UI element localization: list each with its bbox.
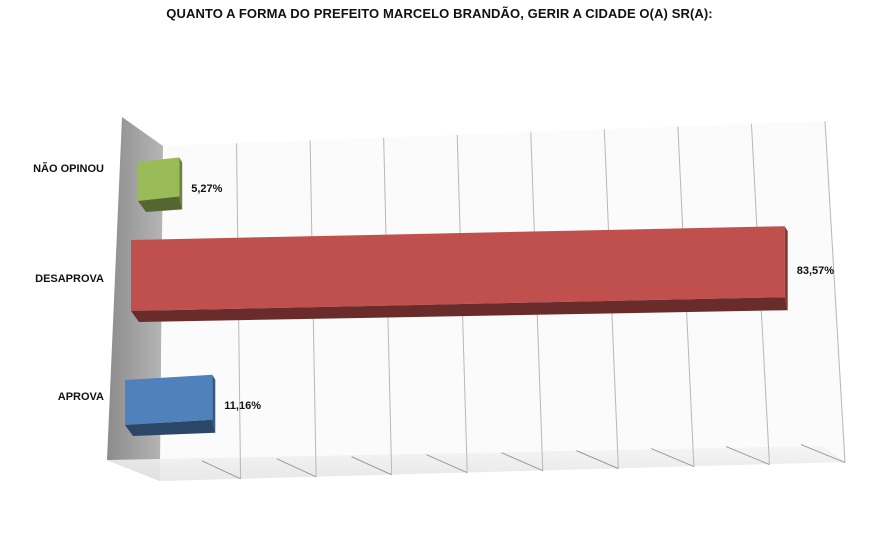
floor-gridline	[351, 456, 392, 476]
bar-bottom	[131, 297, 788, 322]
bar-front	[131, 226, 785, 311]
bar-desaprova	[131, 226, 788, 322]
floor-gridline	[276, 458, 317, 478]
floor-gridline	[201, 460, 241, 480]
bar-bottom	[125, 419, 216, 436]
floor-gridline	[800, 444, 846, 463]
floor	[107, 446, 846, 481]
value-label: 5,27%	[191, 183, 222, 195]
value-label: 11,16%	[224, 400, 261, 412]
gridline	[824, 121, 846, 463]
floor-gridline	[576, 450, 619, 470]
labels: NÃO OPINOU 5,27% DESAPROVA 83,57% APROVA 11,1…	[33, 162, 834, 412]
value-label: 83,57%	[797, 265, 835, 277]
bar-side	[784, 226, 788, 311]
bar-n-o-opinou	[138, 157, 183, 212]
bar-front	[138, 157, 180, 201]
category-label: NÃO OPINOU	[33, 162, 104, 175]
bar-side	[212, 374, 216, 433]
floor-gridline	[725, 446, 770, 466]
chart-title: QUANTO A FORMA DO PREFEITO MARCELO BRAND…	[166, 6, 713, 21]
floor-gridline	[651, 448, 695, 468]
bar-aprova	[125, 374, 216, 436]
bars	[125, 157, 788, 436]
category-label: APROVA	[58, 391, 104, 403]
category-label: DESAPROVA	[35, 273, 104, 285]
bar-side	[179, 157, 183, 210]
bar-front	[125, 374, 213, 425]
bar-bottom	[138, 196, 183, 212]
floor-gridline	[426, 454, 468, 474]
floor-gridline	[501, 452, 543, 472]
